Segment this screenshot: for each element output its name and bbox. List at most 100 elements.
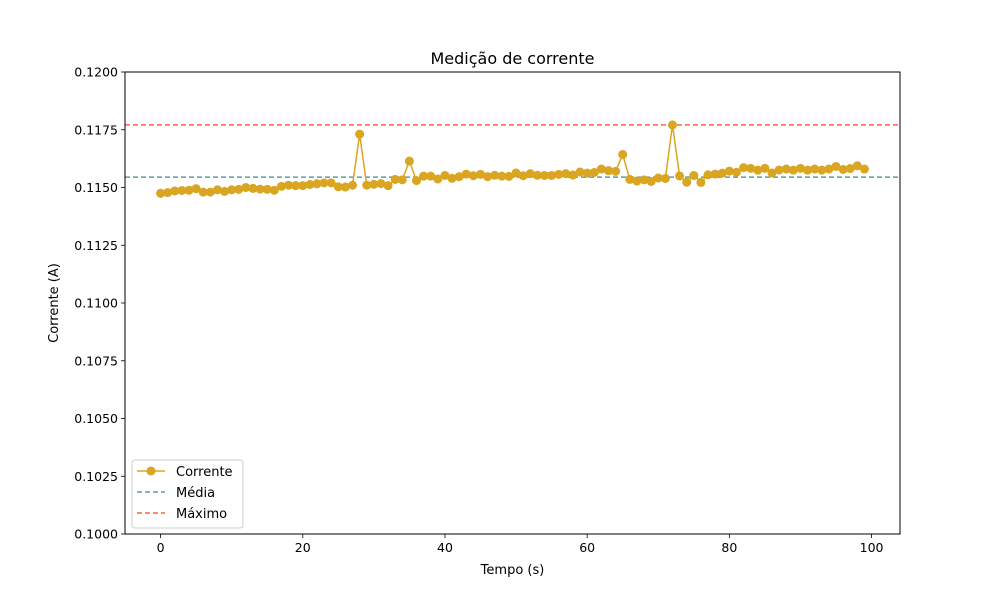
data-point (284, 180, 294, 190)
data-point (269, 185, 279, 195)
data-point (660, 173, 670, 183)
data-point (191, 184, 201, 194)
data-point (824, 164, 834, 174)
data-point (220, 186, 230, 196)
data-point (312, 179, 322, 189)
data-point (348, 180, 358, 190)
data-point (227, 185, 237, 195)
data-point (447, 173, 457, 183)
data-point (646, 176, 656, 186)
data-point (163, 188, 173, 198)
legend-entry-media: Média (137, 486, 215, 501)
data-point (376, 179, 386, 189)
data-point (184, 185, 194, 195)
y-tick-label: 0.1175 (74, 122, 118, 137)
x-tick-label: 80 (721, 540, 737, 555)
legend-entry-maximo: Máximo (137, 507, 227, 522)
data-point (554, 169, 564, 179)
data-point (248, 183, 258, 193)
data-point (433, 174, 443, 184)
data-point (198, 187, 208, 197)
data-point (362, 180, 372, 190)
chart-title: Medição de corrente (430, 49, 594, 68)
data-point (703, 170, 713, 180)
data-point (440, 170, 450, 180)
data-point (497, 171, 507, 181)
data-point (731, 167, 741, 177)
data-point (653, 173, 663, 183)
x-tick-label: 60 (579, 540, 595, 555)
data-point (632, 176, 642, 186)
data-point (589, 167, 599, 177)
data-point (859, 164, 869, 174)
y-tick-label: 0.1000 (74, 527, 118, 542)
data-point (412, 176, 422, 186)
data-point (241, 183, 251, 192)
data-point (490, 170, 500, 180)
data-point (739, 163, 749, 173)
y-axis: 0.1000 0.1025 0.1050 0.1075 0.1100 0.1125 0.11… (74, 65, 125, 542)
x-tick-label: 100 (860, 540, 884, 555)
data-point (156, 188, 166, 198)
data-point (476, 169, 485, 179)
y-axis-label: Corrente (A) (47, 263, 62, 343)
data-point (461, 169, 471, 179)
data-point (561, 169, 571, 179)
legend-label-media: Média (176, 486, 215, 501)
data-point (504, 171, 514, 181)
data-point (575, 167, 585, 177)
data-point (845, 164, 855, 174)
data-point (511, 168, 521, 178)
data-point (355, 129, 365, 139)
data-point (710, 169, 720, 179)
data-point (667, 120, 677, 130)
data-point (532, 170, 542, 180)
data-point (305, 180, 315, 189)
y-tick-label: 0.1125 (74, 238, 118, 253)
legend: Corrente Média Máximo (131, 459, 244, 529)
data-point (774, 165, 784, 175)
x-tick-label: 20 (295, 540, 311, 555)
data-point (795, 163, 805, 173)
data-point (788, 165, 798, 175)
data-point (724, 166, 734, 176)
legend-label-corrente: Corrente (176, 465, 233, 480)
y-tick-label: 0.1050 (74, 411, 118, 426)
data-point (255, 184, 265, 194)
data-point (852, 161, 862, 171)
data-point (603, 166, 613, 176)
data-point (483, 172, 493, 182)
data-point (298, 181, 308, 191)
data-point (753, 165, 763, 175)
data-point (568, 170, 578, 180)
data-point (291, 181, 301, 191)
data-point (518, 171, 528, 181)
data-point (696, 177, 706, 187)
data-point (810, 164, 820, 174)
data-point (675, 171, 685, 181)
plot-area (125, 120, 900, 198)
data-point (540, 170, 549, 180)
data-point (234, 184, 244, 194)
data-point (682, 177, 692, 187)
x-tick-label: 0 (157, 540, 165, 555)
data-point (689, 170, 699, 180)
data-point (419, 171, 429, 181)
legend-label-maximo: Máximo (176, 507, 227, 522)
data-point (760, 163, 770, 173)
data-point (426, 171, 436, 181)
y-tick-label: 0.1200 (74, 65, 118, 80)
data-point (803, 165, 813, 175)
data-point (525, 169, 535, 179)
data-point (639, 175, 649, 185)
data-point (618, 149, 628, 159)
legend-box (131, 459, 244, 529)
data-point (383, 181, 393, 191)
data-point (596, 164, 606, 174)
data-point (326, 178, 336, 188)
data-point (781, 164, 791, 174)
data-point (468, 171, 478, 181)
x-axis-label: Tempo (s) (480, 563, 545, 578)
data-point (276, 181, 286, 191)
